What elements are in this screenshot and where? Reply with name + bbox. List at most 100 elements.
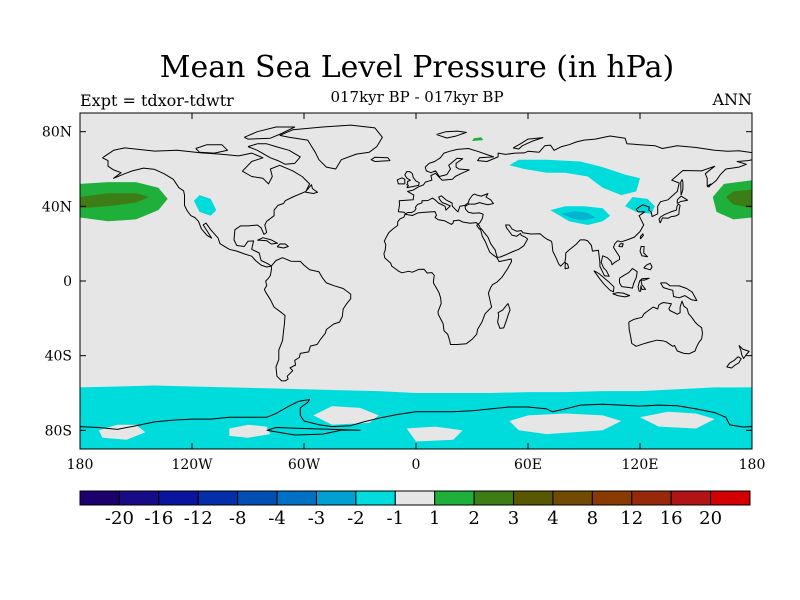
experiment-label: Expt = tdxor-tdwtr: [80, 91, 234, 110]
colorbar-label: -1: [387, 508, 405, 529]
plot-title: Mean Sea Level Pressure (in hPa): [159, 50, 675, 85]
colorbar-label: -16: [144, 508, 173, 529]
colorbar-box: [237, 490, 278, 506]
colorbar-label: -2: [347, 508, 365, 529]
coastline-mindanao: [643, 262, 653, 271]
anomaly-fill-layer: [80, 137, 752, 449]
x-tick-label: 60W: [288, 457, 321, 473]
neutral-east-antarctic-gap-1: [406, 426, 463, 442]
y-tick-label: 80N: [42, 125, 72, 141]
colorbar-box: [670, 490, 712, 506]
coastline-antarctic-peninsula-coast: [80, 399, 752, 430]
anomaly-siberia-low: [509, 159, 640, 196]
colorbar-label: 1: [429, 508, 440, 529]
colorbar-box: [197, 490, 239, 506]
colorbar-box: [434, 490, 475, 506]
coastline-novaya-zemlya: [512, 137, 544, 150]
colorbar-label: 16: [660, 508, 683, 529]
coastline-north-america: [102, 147, 311, 268]
coastline-borneo: [619, 268, 638, 289]
coastline-baffin-island: [247, 143, 301, 165]
x-tick-label: 0: [412, 457, 421, 473]
axis-ticks: 180 120W 60W 0 60E 120E 180 80N 40N 0 40S 80S: [42, 113, 765, 473]
coastline-luzon: [639, 246, 648, 258]
anomaly-kara-sea-small-high: [472, 137, 484, 141]
coastline-new-zealand-north: [738, 345, 750, 359]
anomaly-western-us-low: [193, 195, 217, 216]
colorbar-box: [710, 490, 751, 506]
coastline-ellesmere-island: [244, 126, 296, 140]
coastline-eurasia: [397, 135, 752, 277]
coastline-ireland: [396, 177, 406, 185]
anomaly-tibet-core-low: [561, 211, 596, 221]
colorbar: -20 -16 -12 -8 -4 -3 -2 -1 1 2 3 4 8 12 16 20: [79, 490, 751, 529]
coastline-victoria-island: [195, 144, 228, 154]
coastline-newfoundland: [304, 184, 319, 194]
coastline-java: [612, 292, 631, 298]
x-tick-label: 180: [739, 457, 766, 473]
coastline-australia: [628, 300, 703, 355]
neutral-east-antarctic-gap-3: [640, 411, 715, 429]
colorbar-box: [631, 490, 672, 506]
coastline-taiwan: [639, 233, 644, 240]
coastline-sakhalin: [680, 179, 684, 196]
colorbar-box: [79, 490, 120, 506]
neutral-weddell-gap: [313, 406, 379, 425]
colorbar-label: 4: [547, 508, 558, 529]
anomaly-north-pacific-east-core: [725, 189, 752, 209]
coastline-sri-lanka: [564, 262, 570, 270]
coastline-sumatra: [593, 270, 615, 293]
coastline-svalbard: [436, 130, 467, 139]
season-label: ANN: [712, 90, 752, 109]
coastline-sulawesi: [637, 277, 650, 292]
x-tick-label: 60E: [514, 457, 542, 473]
coastline-new-zealand-south: [726, 356, 742, 369]
coastline-iceland: [370, 156, 391, 162]
colorbar-label: 3: [508, 508, 519, 529]
colorbar-label: -3: [308, 508, 326, 529]
colorbar-label: -4: [268, 508, 286, 529]
y-tick-label: 40S: [45, 349, 72, 365]
coastline-new-guinea: [660, 282, 698, 302]
coastline-south-america: [263, 257, 352, 382]
colorbar-box: [355, 490, 396, 506]
plot-subtitle: 017kyr BP - 017kyr BP: [330, 88, 504, 106]
y-tick-label: 80S: [45, 423, 72, 439]
x-tick-label: 120E: [622, 457, 659, 473]
coastline-japan-honshu: [658, 203, 681, 224]
colorbar-label: 8: [587, 508, 598, 529]
coastline-antarctic-inner-shelf: [266, 427, 361, 436]
colorbar-box: [591, 490, 633, 506]
y-tick-label: 0: [63, 274, 72, 290]
colorbar-box: [473, 490, 515, 506]
anomaly-north-pacific-west-core: [80, 193, 150, 209]
neutral-bellingshausen-gap: [229, 424, 271, 438]
colorbar-label: 12: [620, 508, 643, 529]
coastline-madagascar: [497, 303, 511, 329]
colorbar-label: -20: [105, 508, 134, 529]
colorbar-label: -8: [229, 508, 247, 529]
y-tick-label: 40N: [42, 199, 72, 215]
coastline-sakhalin-kamchatka-small: [706, 183, 712, 188]
coastline-africa: [383, 211, 513, 345]
colorbar-label: 2: [468, 508, 479, 529]
coastline-cuba: [257, 237, 278, 245]
colorbar-box: [276, 490, 317, 506]
coastline-hispaniola: [276, 243, 289, 249]
coastline-hainan: [618, 243, 624, 248]
anomaly-east-asia-low: [625, 197, 655, 214]
colorbar-box: [118, 490, 160, 506]
colorbar-box: [315, 490, 357, 506]
coastline-layer: [80, 124, 752, 436]
coastline-hokkaido: [676, 195, 689, 204]
colorbar-box: [513, 490, 554, 506]
colorbar-label: -12: [184, 508, 213, 529]
coastline-great-britain: [404, 171, 420, 189]
colorbar-box: [552, 490, 593, 506]
colorbar-box: [394, 490, 436, 506]
coastline-greenland: [279, 124, 383, 170]
x-tick-label: 180: [67, 457, 94, 473]
colorbar-label: 20: [699, 508, 722, 529]
neutral-east-antarctic-gap-2: [509, 413, 622, 435]
